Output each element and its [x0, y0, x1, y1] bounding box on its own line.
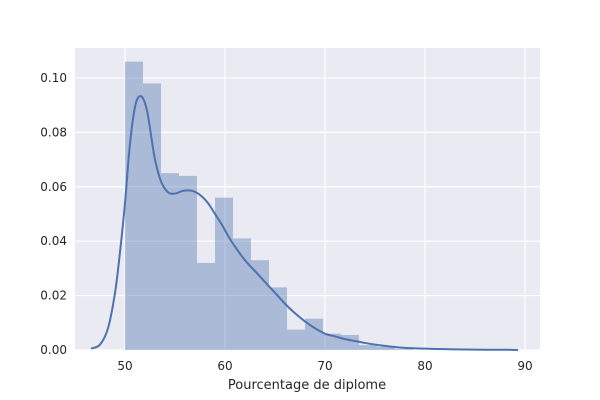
histogram-bar-9: [287, 329, 305, 350]
x-axis-ticks: 50 60 70 80 90: [117, 359, 532, 373]
histogram-bar-0: [125, 61, 143, 350]
histogram-bar-1: [143, 83, 161, 350]
histogram-bar-4: [197, 262, 215, 350]
histogram-bar-15: [395, 349, 413, 350]
y-tick-label-2: 0.04: [40, 234, 67, 248]
y-tick-label-0: 0.00: [40, 343, 67, 357]
y-tick-label-5: 0.10: [40, 71, 67, 85]
y-axis-ticks: 0.00 0.02 0.04 0.06 0.08 0.10: [40, 71, 67, 357]
histogram-bar-7: [251, 260, 269, 350]
x-tick-label-0: 50: [117, 359, 132, 373]
y-tick-label-3: 0.06: [40, 180, 67, 194]
grid-lines: [75, 48, 540, 351]
y-tick-label-1: 0.02: [40, 289, 67, 303]
x-tick-label-1: 60: [217, 359, 232, 373]
plot-background: [75, 48, 540, 350]
y-tick-label-4: 0.08: [40, 125, 67, 139]
x-tick-label-4: 90: [517, 359, 532, 373]
histogram-bar-3: [179, 175, 197, 350]
histogram-bar-8: [269, 287, 287, 350]
x-tick-label-2: 70: [317, 359, 332, 373]
histogram-bar-10: [305, 318, 323, 350]
x-axis-label: Pourcentage de diplome: [228, 378, 386, 393]
histogram-bar-6: [233, 238, 251, 350]
histogram-bars: [125, 61, 413, 350]
histogram-bar-2: [161, 173, 179, 350]
x-tick-label-3: 80: [417, 359, 432, 373]
histogram-bar-5: [215, 197, 233, 350]
kde-curve: [90, 95, 519, 351]
histogram-bar-14: [377, 346, 395, 350]
histogram-bar-12: [341, 335, 359, 350]
histogram-bar-13: [359, 345, 377, 350]
